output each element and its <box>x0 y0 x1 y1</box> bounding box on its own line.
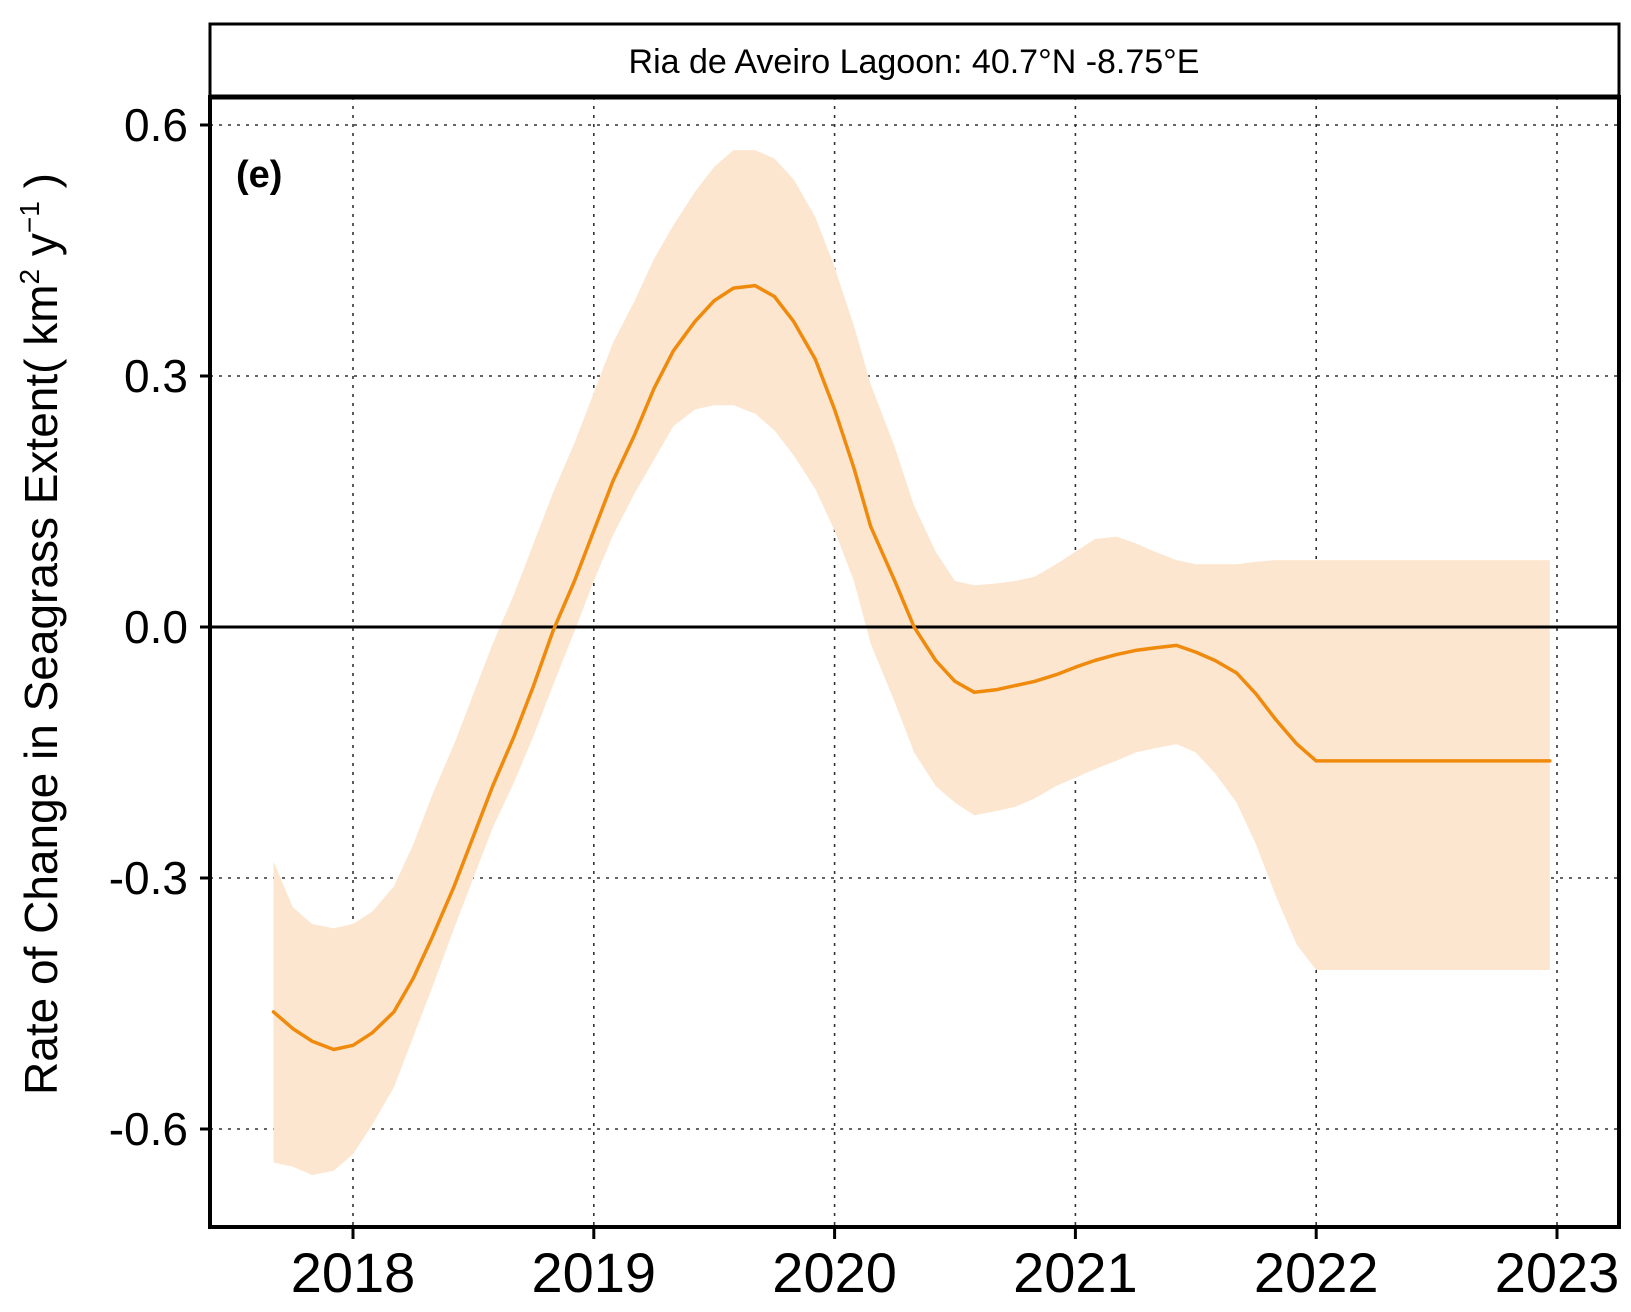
y-axis-units-close: ) <box>15 173 67 201</box>
x-tick-label-2: 2020 <box>772 1241 897 1304</box>
x-tick-label-3: 2021 <box>1013 1241 1138 1304</box>
y-tick-label-2: 0.0 <box>124 601 188 653</box>
confidence-band-0 <box>273 150 1550 1176</box>
x-tick-label-4: 2022 <box>1254 1241 1379 1304</box>
y-tick-label-0: -0.6 <box>109 1103 188 1155</box>
plot-panel-border <box>208 95 1621 1229</box>
y-axis-units-open: ( km <box>15 284 67 373</box>
x-tick-label-0: 2018 <box>291 1241 416 1304</box>
y-axis-title-text: Rate of Change in Seagrass Extent <box>15 374 67 1095</box>
x-tick-label-5: 2023 <box>1495 1241 1620 1304</box>
x-axis-ticks: 2018 2019 2020 2021 2022 2023 <box>291 1227 1620 1304</box>
y-axis-title: Rate of Change in Seagrass Extent( km2 y… <box>14 173 67 1095</box>
x-tick-label-1: 2019 <box>532 1241 657 1304</box>
y-tick-label-3: 0.3 <box>124 350 188 402</box>
strip-title: Ria de Aveiro Lagoon: 40.7°N -8.75°E <box>629 43 1200 81</box>
strip-header-box <box>208 22 1621 98</box>
y-tick-label-1: -0.3 <box>109 852 188 904</box>
y-axis-ticks: -0.6 -0.3 0.0 0.3 0.6 <box>109 99 210 1155</box>
series-line-layer <box>271 283 1552 1052</box>
y-tick-label-4: 0.6 <box>124 99 188 151</box>
panel-label: (e) <box>236 154 282 196</box>
y-axis-units-sup1: 2 <box>14 269 45 285</box>
series-line-0 <box>271 283 1552 1052</box>
confidence-band-layer <box>273 150 1550 1176</box>
y-axis-units-mid: y <box>15 233 67 269</box>
y-axis-units-sup2: −1 <box>14 201 45 233</box>
